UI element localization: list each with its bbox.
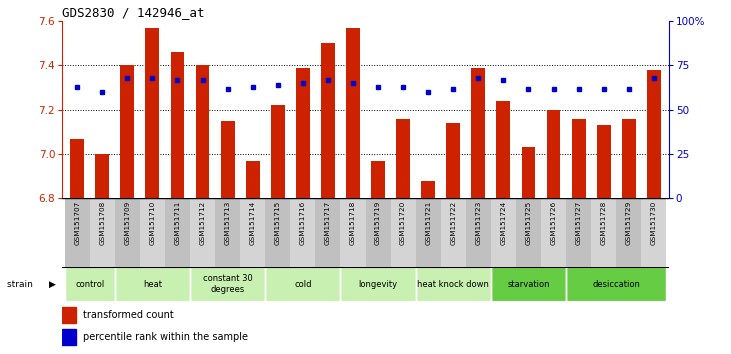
Text: constant 30
degrees: constant 30 degrees — [202, 274, 252, 294]
Bar — [491, 198, 516, 267]
Bar — [366, 198, 390, 267]
Text: GSM151717: GSM151717 — [325, 200, 331, 245]
Bar — [647, 70, 661, 198]
Bar — [321, 43, 335, 198]
Bar — [115, 198, 140, 267]
Text: GSM151711: GSM151711 — [175, 200, 181, 245]
Bar — [296, 68, 310, 198]
Bar — [441, 198, 466, 267]
Text: GSM151721: GSM151721 — [425, 200, 431, 245]
Bar — [290, 198, 315, 267]
Text: GSM151723: GSM151723 — [475, 200, 481, 245]
Text: GSM151722: GSM151722 — [450, 200, 456, 245]
Bar — [265, 267, 341, 301]
Bar — [371, 161, 385, 198]
Bar — [622, 119, 636, 198]
Text: GSM151728: GSM151728 — [601, 200, 607, 245]
Bar — [115, 267, 190, 301]
Text: GSM151726: GSM151726 — [550, 200, 556, 245]
Text: GSM151720: GSM151720 — [400, 200, 406, 245]
Bar — [196, 65, 209, 198]
Bar — [62, 307, 76, 323]
Text: GSM151715: GSM151715 — [275, 200, 281, 245]
Text: GSM151727: GSM151727 — [575, 200, 582, 245]
Bar — [265, 198, 290, 267]
Text: heat: heat — [143, 280, 162, 289]
Text: GSM151710: GSM151710 — [149, 200, 156, 245]
Text: starvation: starvation — [507, 280, 550, 289]
Text: control: control — [75, 280, 105, 289]
Text: percentile rank within the sample: percentile rank within the sample — [83, 332, 249, 342]
Bar — [170, 52, 184, 198]
Text: GSM151707: GSM151707 — [74, 200, 80, 245]
Bar — [447, 123, 460, 198]
Text: GSM151713: GSM151713 — [224, 200, 230, 245]
Bar — [541, 198, 566, 267]
Bar — [416, 198, 441, 267]
Text: GDS2830 / 142946_at: GDS2830 / 142946_at — [62, 6, 205, 19]
Bar — [215, 198, 240, 267]
Bar — [165, 198, 190, 267]
Bar — [491, 267, 566, 301]
Bar — [140, 198, 165, 267]
Bar — [271, 105, 284, 198]
Text: cold: cold — [294, 280, 311, 289]
Text: GSM151712: GSM151712 — [200, 200, 205, 245]
Text: GSM151718: GSM151718 — [350, 200, 356, 245]
Bar — [346, 28, 360, 198]
Bar — [221, 121, 235, 198]
Text: longevity: longevity — [358, 280, 398, 289]
Text: GSM151724: GSM151724 — [501, 200, 507, 245]
Bar — [396, 119, 410, 198]
Text: GSM151725: GSM151725 — [526, 200, 531, 245]
Bar — [516, 198, 541, 267]
Bar — [496, 101, 510, 198]
Bar — [596, 125, 610, 198]
Text: GSM151719: GSM151719 — [375, 200, 381, 245]
Bar — [341, 267, 416, 301]
Bar — [591, 198, 616, 267]
Bar — [315, 198, 341, 267]
Bar — [616, 198, 641, 267]
Bar — [566, 198, 591, 267]
Bar — [90, 198, 115, 267]
Text: strain: strain — [7, 280, 36, 289]
Bar — [70, 138, 84, 198]
Text: heat knock down: heat knock down — [417, 280, 489, 289]
Bar — [62, 329, 76, 344]
Text: GSM151716: GSM151716 — [300, 200, 306, 245]
Bar — [190, 267, 265, 301]
Bar — [522, 147, 535, 198]
Bar — [390, 198, 416, 267]
Bar — [95, 154, 109, 198]
Bar — [240, 198, 265, 267]
Bar — [471, 68, 485, 198]
Text: GSM151714: GSM151714 — [250, 200, 256, 245]
Text: GSM151708: GSM151708 — [99, 200, 105, 245]
Bar — [64, 267, 115, 301]
Text: GSM151730: GSM151730 — [651, 200, 657, 245]
Bar — [121, 65, 135, 198]
Bar — [64, 198, 90, 267]
Bar — [246, 161, 260, 198]
Bar — [641, 198, 667, 267]
Text: ▶: ▶ — [49, 280, 56, 289]
Text: GSM151729: GSM151729 — [626, 200, 632, 245]
Bar — [566, 267, 667, 301]
Text: desiccation: desiccation — [592, 280, 640, 289]
Bar — [145, 28, 159, 198]
Text: transformed count: transformed count — [83, 310, 174, 320]
Bar — [572, 119, 586, 198]
Bar — [547, 110, 561, 198]
Bar — [341, 198, 366, 267]
Bar — [416, 267, 491, 301]
Bar — [421, 181, 435, 198]
Text: GSM151709: GSM151709 — [124, 200, 130, 245]
Bar — [466, 198, 491, 267]
Bar — [190, 198, 215, 267]
